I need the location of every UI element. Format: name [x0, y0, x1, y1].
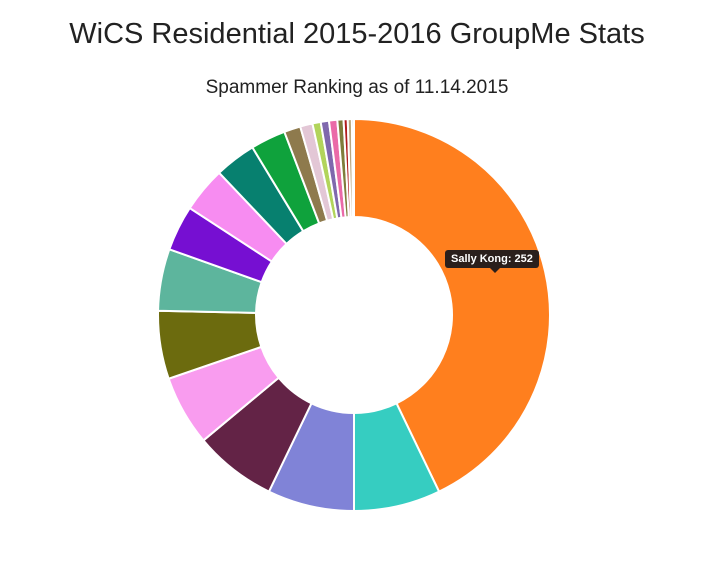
slice-tooltip: Sally Kong: 252 [445, 250, 539, 273]
donut-slice[interactable] [350, 117, 355, 219]
chart-title: WiCS Residential 2015-2016 GroupMe Stats [69, 18, 645, 50]
donut-slice[interactable] [353, 117, 551, 493]
chart-subtitle: Spammer Ranking as of 11.14.2015 [205, 77, 509, 98]
donut-slices [157, 117, 551, 513]
